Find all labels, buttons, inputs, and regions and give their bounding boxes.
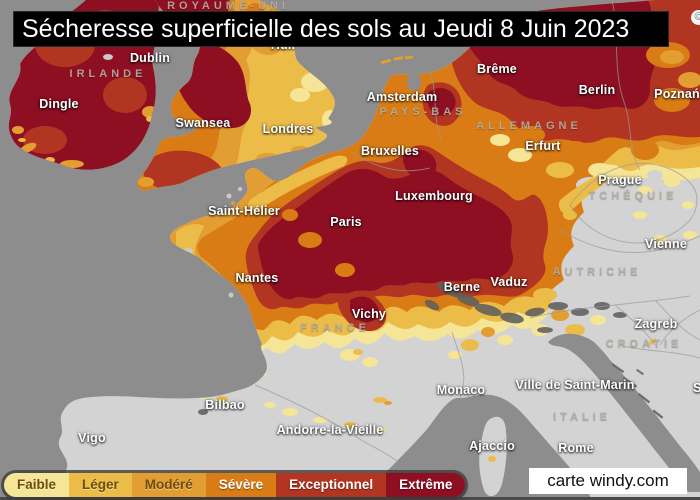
legend-item-extreme[interactable]: Extrême [386, 473, 466, 497]
watermark-text: carte windy.com [547, 471, 669, 490]
windy-watermark[interactable]: carte windy.com [529, 468, 687, 494]
legend-item-severe[interactable]: Sévère [205, 473, 277, 497]
coastal-islands [231, 55, 421, 205]
legend-item-faible[interactable]: Faible [4, 473, 70, 497]
copyright-icon: © [691, 10, 700, 25]
title-banner: Sécheresse superficielle des sols au Jeu… [13, 11, 669, 47]
legend-item-modere[interactable]: Modéré [131, 473, 206, 497]
legend-item-exceptionnel[interactable]: Exceptionnel [276, 473, 387, 497]
drought-legend: Faible Léger Modéré Sévère Exceptionnel … [4, 473, 466, 497]
legend-item-leger[interactable]: Léger [69, 473, 132, 497]
mountain-ridges [198, 282, 627, 415]
page-title: Sécheresse superficielle des sols au Jeu… [22, 14, 630, 43]
bottom-bar-edge [0, 497, 700, 500]
adriatic-sea [548, 333, 700, 492]
